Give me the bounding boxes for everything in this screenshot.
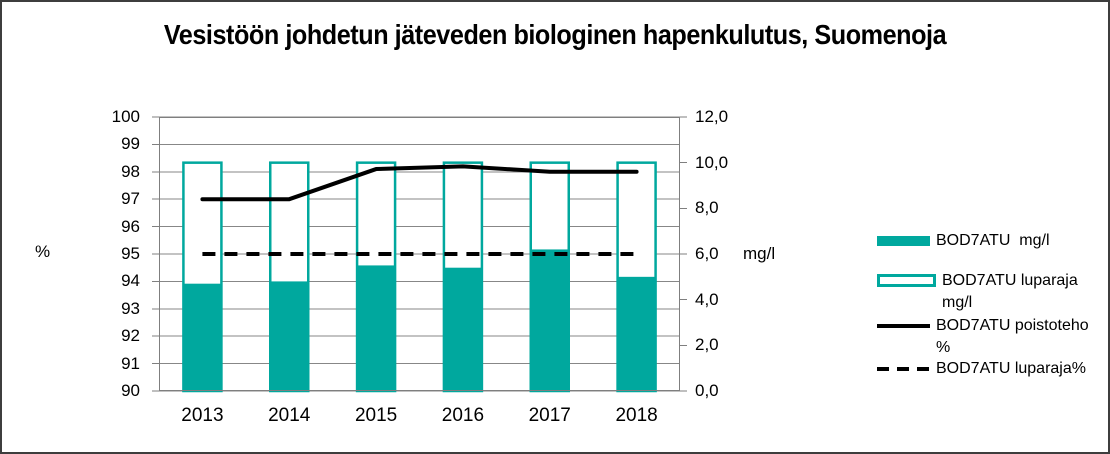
right-axis-tick-label: 6,0: [695, 244, 719, 263]
left-axis-tick-label: 92: [121, 326, 140, 346]
right-axis-tick-label: 2,0: [695, 335, 719, 355]
legend-item: BOD7ATU mg/l: [877, 230, 1096, 252]
left-axis-tick-label: 93: [121, 298, 140, 318]
efficiency-line: [200, 164, 639, 202]
line-solid-swatch-icon: [877, 324, 930, 328]
right-axis-tick-label: 4,0: [695, 289, 719, 309]
legend-item: BOD7ATU poistoteho %: [877, 315, 1096, 359]
right-axis-tick-label: 12,0: [695, 107, 729, 126]
x-axis-label: 2014: [268, 405, 311, 426]
legend-label: BOD7ATU poistoteho %: [936, 317, 1094, 356]
legend-label: BOD7ATU luparaja mg/l: [942, 272, 1083, 311]
value-bar: [443, 267, 482, 391]
plot-border: [159, 117, 680, 391]
bar-outline-swatch-icon: [877, 274, 936, 287]
x-axis-label: 2016: [441, 405, 485, 426]
left-axis-title: %: [35, 242, 51, 261]
left-axis-tick-label: 91: [121, 353, 140, 373]
value-bar: [357, 265, 396, 391]
x-axis-label: 2017: [528, 405, 571, 426]
left-axis-tick-label: 95: [121, 244, 140, 263]
legend-item: BOD7ATU luparaja%: [877, 358, 1096, 380]
left-axis-tick-label: 94: [121, 271, 140, 291]
legend-label: BOD7ATU mg/l: [936, 232, 1050, 249]
bar-filled-swatch-icon: [877, 236, 930, 246]
x-axis-label: 2018: [615, 405, 658, 426]
x-axis-label: 2015: [354, 405, 398, 426]
right-axis-title: mg/l: [743, 244, 776, 263]
left-axis-tick-label: 90: [121, 381, 140, 400]
left-axis-tick-label: 96: [121, 216, 140, 236]
left-axis-tick-label: 97: [121, 189, 140, 209]
legend-item: BOD7ATU luparaja mg/l: [877, 270, 1102, 314]
right-axis-tick-label: 10,0: [695, 152, 729, 172]
right-axis-tick-label: 0,0: [695, 381, 719, 400]
value-bar: [270, 281, 309, 391]
left-axis-tick-label: 98: [121, 161, 140, 181]
right-axis-tick-label: 8,0: [695, 198, 719, 218]
left-axis-tick-label: 99: [121, 134, 140, 154]
value-bar: [183, 283, 222, 391]
legend-label: BOD7ATU luparaja%: [936, 360, 1086, 377]
value-bar: [530, 249, 569, 391]
value-bar: [617, 276, 656, 391]
plot-area: [152, 116, 687, 393]
chart-title: Vesistöön johdetun jäteveden biologinen …: [163, 19, 947, 50]
x-axis-label: 2013: [181, 405, 224, 426]
line-dashed-swatch-icon: [877, 367, 930, 371]
left-axis-tick-label: 100: [111, 107, 140, 126]
